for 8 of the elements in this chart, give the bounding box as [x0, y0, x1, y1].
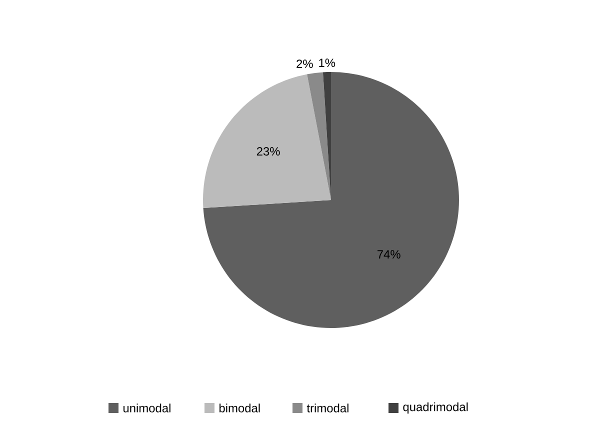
legend-label: quadrimodal: [403, 402, 468, 414]
data-label: 23%: [256, 147, 280, 156]
legend-label: trimodal: [306, 404, 348, 412]
data-label: 74%: [378, 250, 400, 259]
data-label: 2%: [296, 60, 313, 68]
legend-label: unimodal: [123, 404, 170, 412]
legend-label: bimodal: [219, 404, 260, 412]
data-label: 1%: [319, 58, 336, 68]
